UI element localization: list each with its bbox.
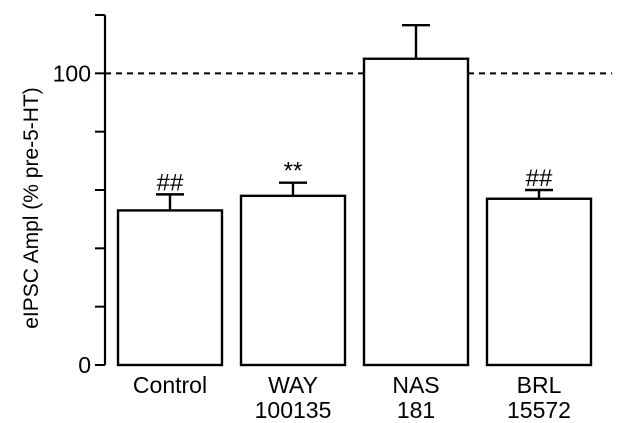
bar-1 bbox=[239, 194, 347, 367]
significance-label-0: ## bbox=[157, 169, 184, 196]
bar-0 bbox=[116, 209, 224, 367]
significance-label-1: ** bbox=[284, 158, 303, 185]
y-axis-title: eIPSC Ampl (% pre-5-HT) bbox=[20, 87, 43, 329]
bars: ## ** ## bbox=[116, 24, 593, 367]
y-tick-label-0: 0 bbox=[78, 352, 91, 378]
significance-label-3: ## bbox=[526, 165, 553, 192]
bar-3 bbox=[485, 197, 593, 367]
category-label-1-line2: 100135 bbox=[255, 397, 332, 423]
y-ticks: 0 100 bbox=[53, 14, 105, 378]
category-label-2-line1: NAS bbox=[392, 372, 439, 398]
category-label-3-line1: BRL bbox=[517, 372, 562, 398]
category-label-0-line1: Control bbox=[133, 372, 207, 398]
category-label-3-line2: 15572 bbox=[507, 397, 571, 423]
bar-2 bbox=[362, 57, 470, 367]
category-label-1-line1: WAY bbox=[268, 372, 318, 398]
y-tick-label-100: 100 bbox=[53, 60, 91, 86]
category-label-2-line2: 181 bbox=[397, 397, 435, 423]
